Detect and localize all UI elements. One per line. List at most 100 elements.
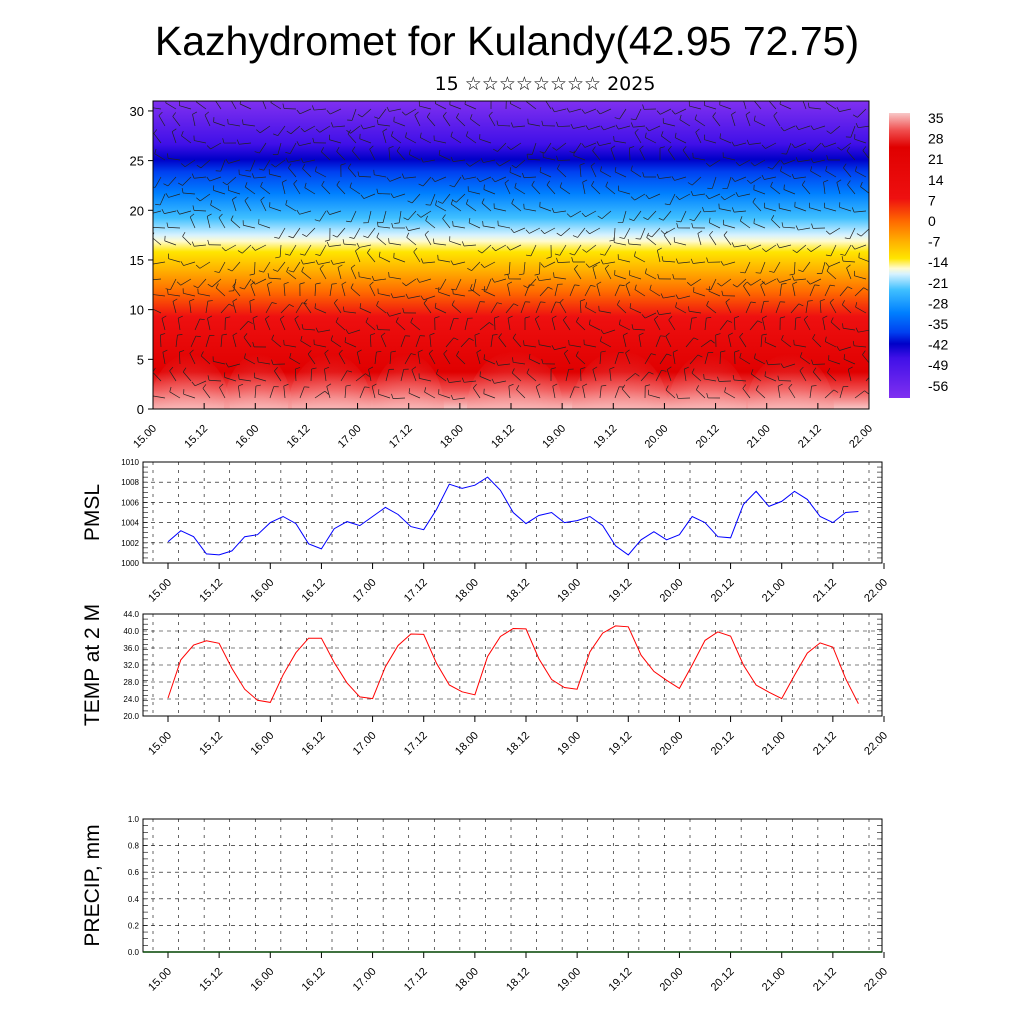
wind-barb-flag	[535, 383, 541, 387]
wind-barb-flag	[739, 332, 744, 338]
wind-barb-flag	[376, 188, 379, 194]
wind-barb-flag	[380, 332, 386, 337]
wind-barb	[655, 335, 661, 348]
wind-barb	[479, 176, 492, 183]
wind-barb-flag	[267, 281, 272, 285]
wind-barb	[760, 284, 766, 297]
wind-barb	[744, 261, 751, 274]
wind-barb	[228, 190, 241, 195]
wind-barb	[279, 244, 282, 257]
wind-barb-flag	[723, 231, 728, 236]
wind-barb	[367, 210, 372, 223]
wind-barb	[695, 132, 702, 144]
wind-barb	[798, 227, 811, 231]
wind-barb-flag	[428, 349, 433, 354]
wind-barb-flag	[350, 283, 354, 289]
wind-barb-flag	[369, 281, 374, 286]
wind-barb-flag	[438, 149, 441, 155]
wind-barb-flag	[286, 266, 289, 272]
wind-barb-flag	[780, 160, 785, 165]
wind-barb	[689, 318, 693, 331]
wind-barb-flag	[585, 302, 588, 308]
wind-barb	[243, 124, 256, 127]
wind-barb-flag	[336, 146, 340, 152]
wind-barb	[336, 151, 346, 161]
wind-barb	[574, 142, 582, 154]
wind-barb-flag	[214, 95, 217, 99]
wind-barb-flag	[826, 155, 829, 161]
wind-barb	[678, 295, 691, 300]
wind-barb	[406, 237, 417, 246]
wind-barb	[599, 310, 612, 314]
wind-barb	[318, 261, 331, 265]
x-tick-label: 15.00	[146, 577, 174, 605]
wind-barb-flag	[657, 273, 660, 279]
wind-barb-flag	[656, 173, 660, 179]
wind-barb	[333, 302, 342, 314]
wind-barb	[783, 159, 796, 165]
wind-barb	[674, 241, 687, 246]
wind-barb	[727, 176, 732, 189]
wind-barb	[625, 352, 631, 365]
wind-barb	[307, 353, 316, 365]
wind-barb-flag	[574, 264, 578, 270]
wind-barb-flag	[207, 213, 212, 217]
wind-barb	[250, 284, 256, 297]
wind-barb-flag	[420, 157, 424, 163]
wind-barb	[348, 329, 361, 334]
wind-barb-flag	[225, 316, 231, 319]
wind-barb-flag	[283, 383, 289, 387]
wind-barb	[455, 278, 462, 291]
wind-barb	[559, 244, 567, 256]
wind-barb-flag	[225, 158, 229, 164]
wind-barb-flag	[675, 258, 679, 264]
wind-barb-flag	[731, 141, 735, 147]
wind-barb	[207, 318, 211, 331]
wind-barb-flag	[564, 349, 569, 354]
wind-barb-flag	[346, 220, 352, 223]
wind-barb	[706, 305, 717, 314]
wind-barb	[449, 240, 462, 246]
wind-barb	[575, 355, 586, 365]
wind-barb-flag	[282, 179, 287, 183]
wind-barb-flag	[605, 181, 609, 187]
wind-barb-flag	[600, 166, 602, 172]
wind-barb	[588, 125, 601, 130]
wind-barb-flag	[791, 143, 796, 149]
wind-barb-flag	[446, 377, 450, 383]
wind-barb-flag	[661, 369, 667, 372]
wind-barb-flag	[480, 157, 484, 163]
wind-barb-flag	[227, 118, 229, 124]
colorbar-label: 21	[928, 151, 944, 167]
wind-barb-flag	[550, 367, 556, 370]
wind-barb-flag	[465, 162, 471, 167]
wind-barb	[321, 185, 331, 195]
wind-barb-flag	[288, 270, 294, 273]
wind-barb-flag	[495, 162, 500, 167]
wind-barb	[841, 142, 852, 151]
wind-barb-flag	[191, 381, 196, 386]
wind-barb-flag	[289, 304, 294, 308]
wind-barb-flag	[232, 332, 238, 336]
wind-barb-flag	[568, 339, 570, 346]
wind-barb-flag	[337, 264, 343, 268]
wind-barb	[531, 185, 541, 195]
wind-barb-flag	[315, 282, 321, 285]
wind-barb-flag	[270, 101, 272, 103]
wind-barb-flag	[792, 281, 798, 285]
wind-barb-flag	[668, 315, 673, 321]
y-tick-label: 1002	[121, 539, 139, 548]
wind-barb-flag	[516, 385, 520, 390]
wind-barb	[524, 344, 537, 348]
wind-barb	[303, 159, 316, 163]
wind-barb-flag	[842, 323, 844, 329]
wind-barb-flag	[494, 316, 500, 319]
wind-barb	[743, 101, 747, 110]
wind-barb-flag	[265, 315, 270, 320]
colorbar-label: 7	[928, 192, 936, 208]
wind-barb-flag	[344, 337, 347, 343]
wind-barb	[589, 227, 601, 235]
wind-barb	[438, 291, 451, 297]
x-tick-label: 19.12	[606, 577, 634, 605]
wind-barb	[488, 115, 496, 127]
